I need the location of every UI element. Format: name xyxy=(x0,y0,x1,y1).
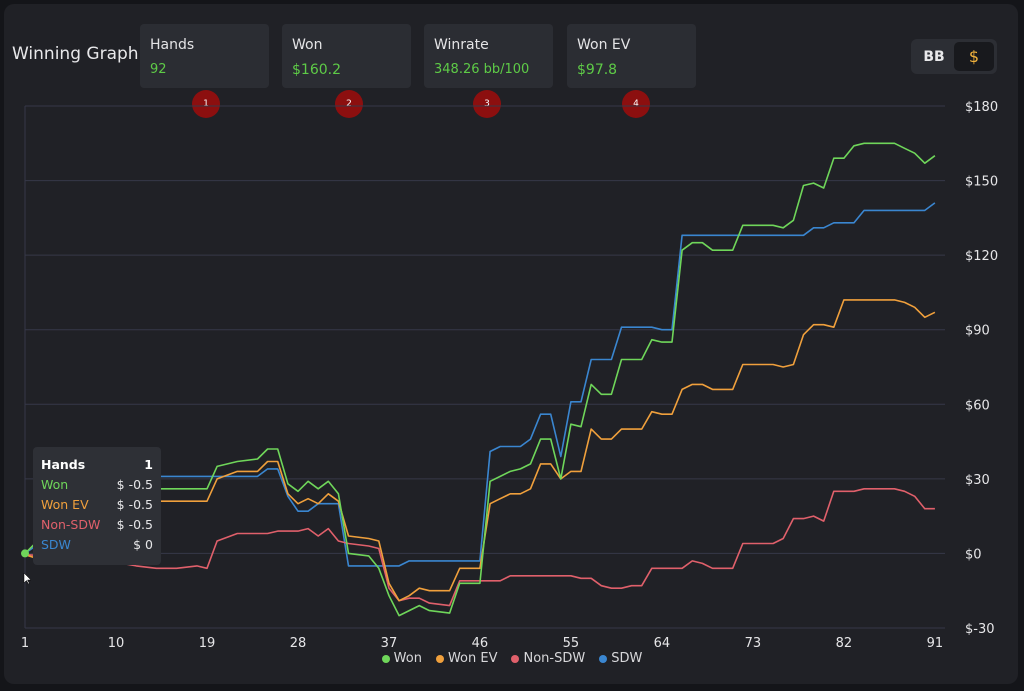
tooltip-value: $ -0.5 xyxy=(116,517,153,532)
stat-value: $160.2 xyxy=(292,62,341,78)
dollar-unit-button[interactable]: $ xyxy=(954,42,994,71)
stat-label: Won EV xyxy=(577,37,631,53)
tooltip-value: 1 xyxy=(144,457,153,472)
legend-dot-icon xyxy=(381,654,390,663)
tooltip-key: Won xyxy=(41,477,69,492)
stat-value: $97.8 xyxy=(577,62,618,78)
tooltip-value: $ -0.5 xyxy=(116,497,153,512)
legend-dot-icon xyxy=(511,654,520,663)
stat-label: Hands xyxy=(150,37,195,53)
annotation-badge: 3 xyxy=(473,90,501,118)
y-tick-label: $0 xyxy=(965,547,982,562)
legend-item-sdw[interactable]: SDW xyxy=(599,651,642,666)
y-tick-label: $60 xyxy=(965,398,990,413)
x-tick-label: 28 xyxy=(290,636,307,651)
page-title: Winning Graph xyxy=(12,44,139,64)
hover-tooltip: Hands 1 Won $ -0.5 Won EV $ -0.5 Non-SDW… xyxy=(33,447,161,565)
bb-unit-button[interactable]: BB xyxy=(923,48,945,65)
unit-toggle: BB $ xyxy=(911,39,997,74)
stat-label: Won xyxy=(292,37,323,53)
series-line-non-sdw xyxy=(24,487,935,607)
x-tick-label: 10 xyxy=(108,636,125,651)
x-tick-label: 46 xyxy=(472,636,489,651)
x-tick-label: 82 xyxy=(836,636,853,651)
legend-item-won-ev[interactable]: Won EV xyxy=(435,651,498,666)
tooltip-value: $ -0.5 xyxy=(116,477,153,492)
legend-label: Non-SDW xyxy=(523,651,586,666)
series-line-won xyxy=(24,142,936,617)
x-tick-label: 73 xyxy=(745,636,762,651)
tooltip-key: Non-SDW xyxy=(41,517,101,532)
legend-dot-icon xyxy=(435,654,444,663)
y-tick-label: $150 xyxy=(965,175,998,190)
legend-label: Won xyxy=(393,651,422,666)
stat-card-won: Won $160.2 xyxy=(282,24,411,88)
x-tick-label: 37 xyxy=(381,636,398,651)
tooltip-row-non-sdw: Non-SDW $ -0.5 xyxy=(41,517,153,535)
stat-value: 92 xyxy=(150,62,167,77)
tooltip-row-sdw: SDW $ 0 xyxy=(41,537,153,555)
stat-card-winrate: Winrate 348.26 bb/100 xyxy=(424,24,553,88)
stat-label: Winrate xyxy=(434,37,489,53)
stat-value: 348.26 bb/100 xyxy=(434,62,530,77)
y-tick-label: $-30 xyxy=(965,622,995,637)
stat-card-won-ev: Won EV $97.8 xyxy=(567,24,696,88)
tooltip-row-hands: Hands 1 xyxy=(41,457,153,475)
x-tick-label: 19 xyxy=(199,636,216,651)
x-tick-label: 64 xyxy=(654,636,671,651)
y-tick-label: $30 xyxy=(965,473,990,488)
legend-label: SDW xyxy=(611,651,643,666)
x-tick-label: 91 xyxy=(927,636,944,651)
cursor-icon xyxy=(23,572,32,585)
y-tick-label: $120 xyxy=(965,249,998,264)
tooltip-row-won-ev: Won EV $ -0.5 xyxy=(41,497,153,515)
hover-point-marker xyxy=(21,549,29,558)
tooltip-key: Hands xyxy=(41,457,86,472)
annotation-badge: 4 xyxy=(622,90,650,118)
x-tick-label: 55 xyxy=(563,636,580,651)
x-tick-label: 1 xyxy=(21,636,29,651)
legend-label: Won EV xyxy=(447,651,498,666)
series-line-sdw xyxy=(24,202,936,567)
y-tick-label: $90 xyxy=(965,324,990,339)
graph-panel xyxy=(4,4,1018,684)
tooltip-key: Won EV xyxy=(41,497,89,512)
legend-item-won[interactable]: Won xyxy=(381,651,422,666)
tooltip-key: SDW xyxy=(41,537,71,552)
annotation-badge: 1 xyxy=(192,90,220,118)
tooltip-value: $ 0 xyxy=(133,537,153,552)
stat-card-hands: Hands 92 xyxy=(140,24,269,88)
tooltip-row-won: Won $ -0.5 xyxy=(41,477,153,495)
chart-legend: Won Won EV Non-SDW SDW xyxy=(0,651,1024,666)
legend-item-non-sdw[interactable]: Non-SDW xyxy=(511,651,585,666)
y-tick-label: $180 xyxy=(965,100,998,115)
annotation-badge: 2 xyxy=(335,90,363,118)
legend-dot-icon xyxy=(599,654,608,663)
